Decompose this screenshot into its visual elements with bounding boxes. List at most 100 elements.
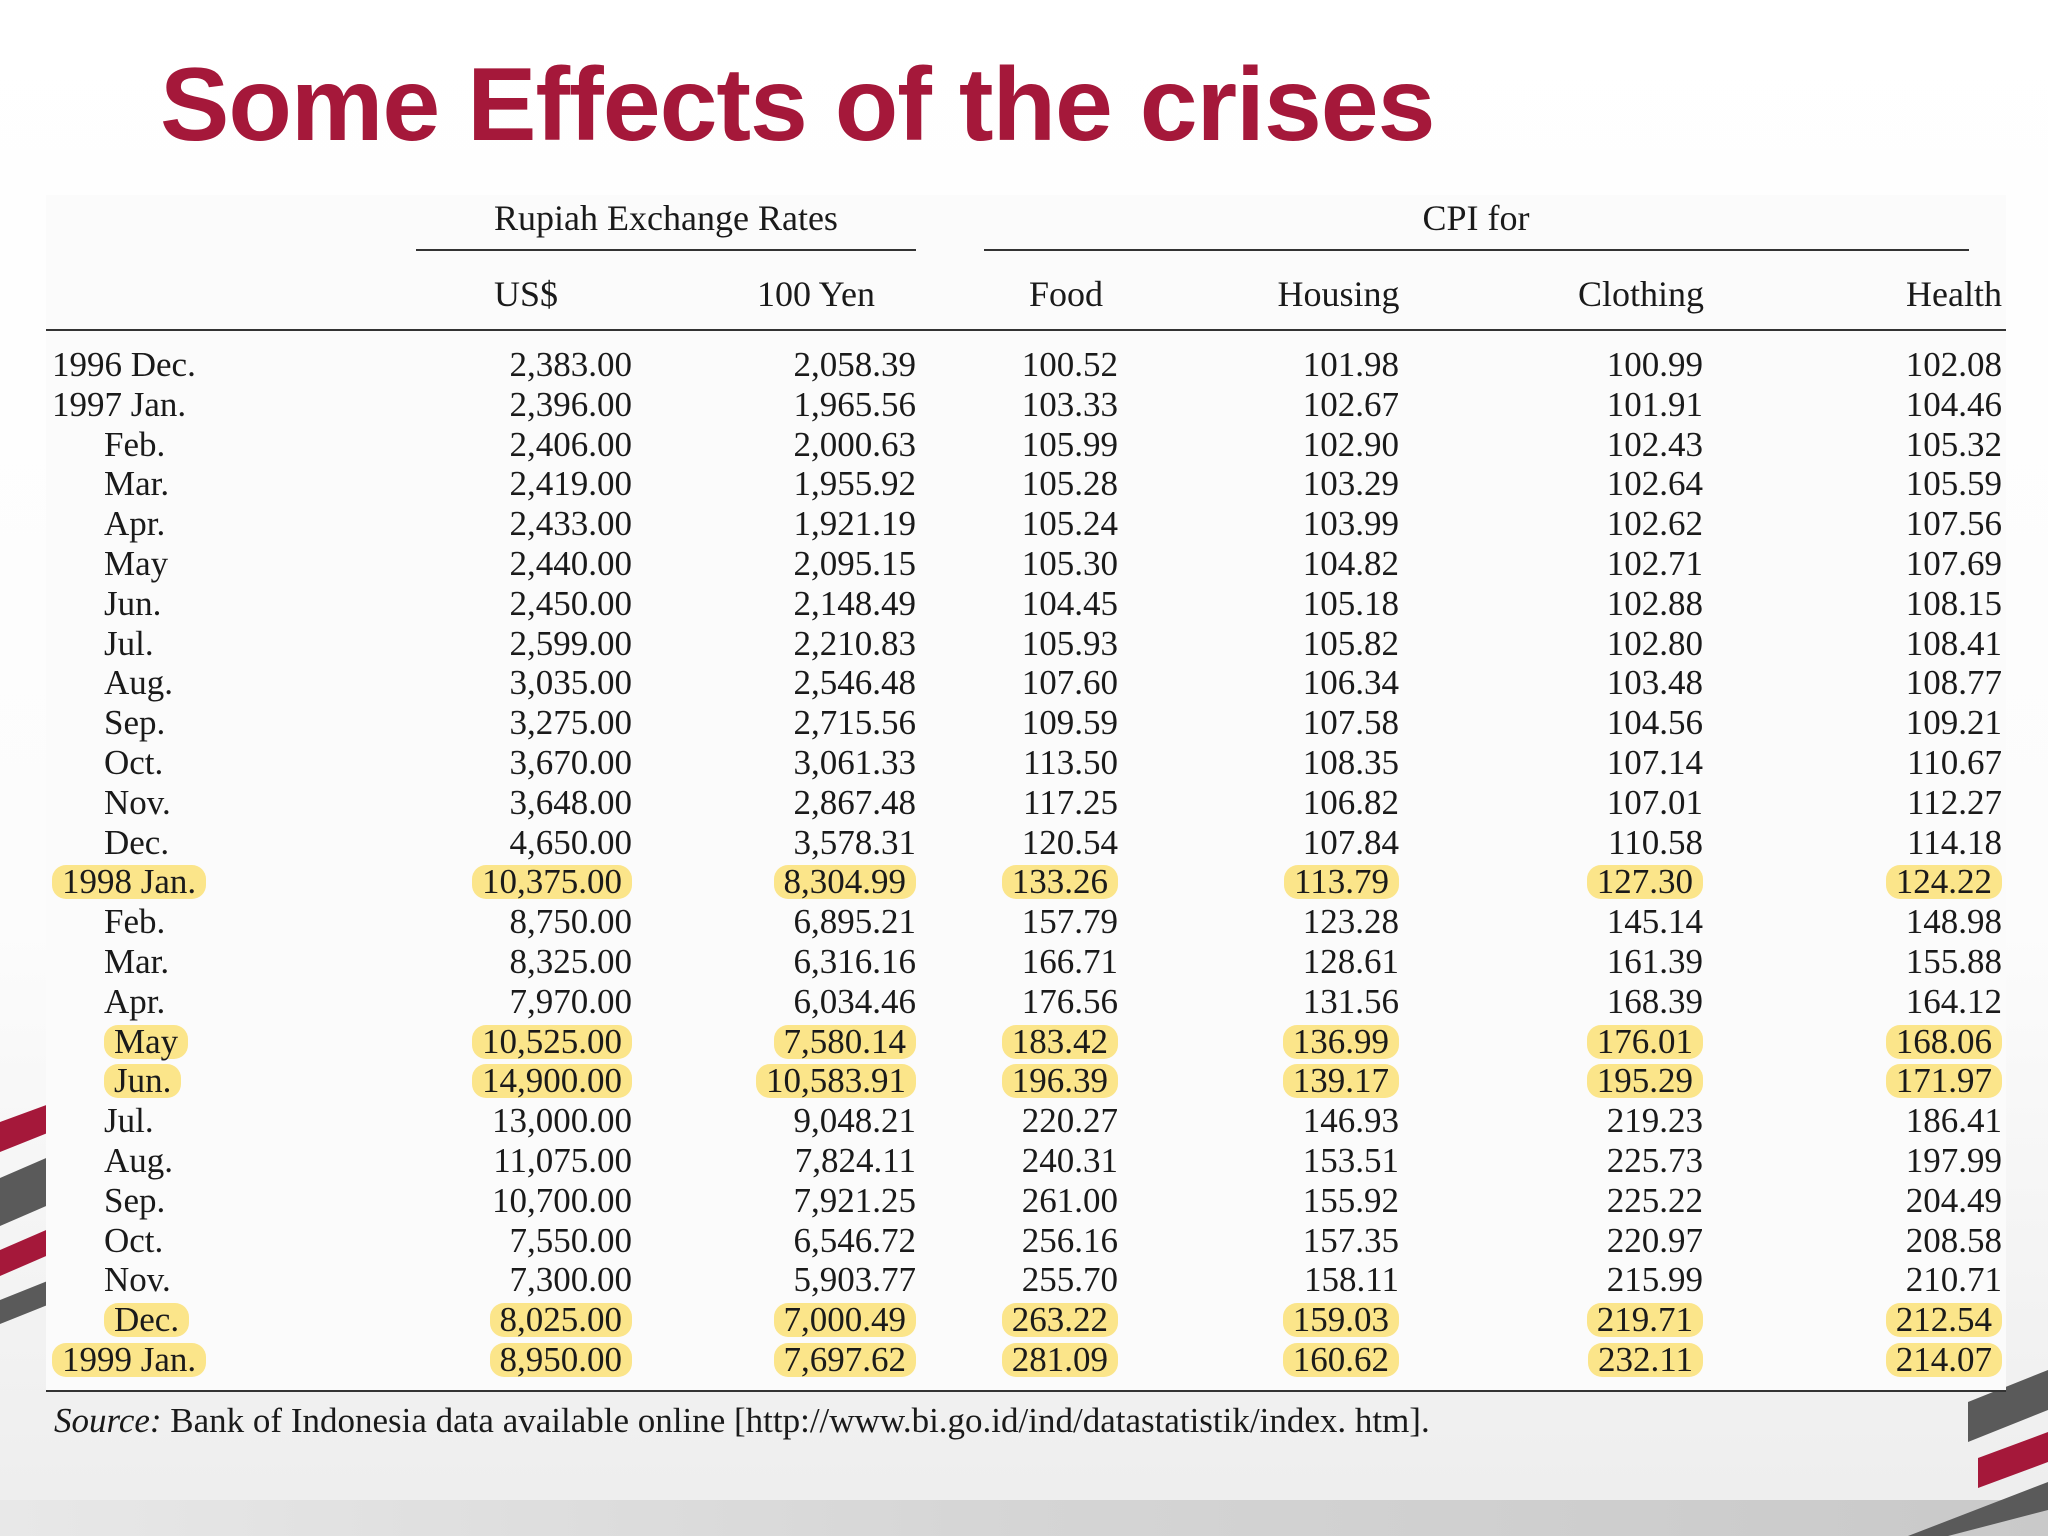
- cell-yen: 7,580.14: [773, 1024, 916, 1059]
- cell-clothing: 104.56: [1606, 703, 1703, 743]
- row-label: Oct.: [104, 1220, 164, 1260]
- cell-clothing: 102.80: [1606, 623, 1703, 663]
- cell-usd: 8,025.00: [489, 1302, 632, 1338]
- cell-usd: 7,550.00: [509, 1220, 633, 1260]
- cell-housing: 113.79: [1284, 864, 1399, 900]
- table-row: 1997 Jan. 2,396.00 1,965.56 103.33 102.67 101…: [46, 385, 2006, 425]
- column-header-food: Food: [936, 259, 1196, 331]
- cell-food: 105.99: [1021, 424, 1118, 464]
- row-label: 1997 Jan.: [52, 384, 187, 424]
- cell-health: 155.88: [1905, 941, 2002, 981]
- cell-clothing: 219.71: [1586, 1302, 1703, 1338]
- cell-health: 124.22: [1885, 864, 2002, 900]
- row-label: Nov.: [104, 1260, 171, 1300]
- source-label: Source:: [54, 1401, 162, 1440]
- cell-clothing: 102.43: [1606, 424, 1703, 464]
- cell-yen: 5,903.77: [793, 1260, 917, 1300]
- cell-health: 110.67: [1907, 742, 2002, 782]
- cell-food: 113.50: [1023, 742, 1118, 782]
- column-header-yen: 100 Yen: [656, 259, 936, 331]
- cell-housing: 136.99: [1282, 1024, 1399, 1059]
- table-row: Dec. 8,025.00 7,000.49 263.22 159.03 219.71 21…: [46, 1300, 2006, 1340]
- row-label: Feb.: [104, 902, 166, 942]
- cell-yen: 3,578.31: [793, 822, 917, 862]
- row-label: Apr.: [104, 981, 166, 1021]
- cell-health: 204.49: [1905, 1180, 2002, 1220]
- cell-usd: 2,440.00: [509, 543, 633, 583]
- row-label: May: [104, 543, 169, 583]
- cell-yen: 2,095.15: [793, 543, 917, 583]
- cell-clothing: 102.71: [1606, 543, 1703, 583]
- cell-usd: 2,433.00: [509, 504, 633, 544]
- cell-housing: 107.58: [1302, 703, 1399, 743]
- cell-food: 105.30: [1021, 543, 1118, 583]
- table-row: Mar. 2,419.00 1,955.92 105.28 103.29 102.64 10…: [46, 464, 2006, 504]
- cell-health: 186.41: [1905, 1101, 2002, 1141]
- row-label: Jun.: [104, 583, 162, 623]
- cell-yen: 9,048.21: [793, 1101, 917, 1141]
- table-row: Apr. 7,970.00 6,034.46 176.56 131.56 168.39 16…: [46, 982, 2006, 1022]
- cell-food: 100.52: [1021, 345, 1118, 384]
- cell-health: 148.98: [1905, 902, 2002, 942]
- cell-clothing: 161.39: [1606, 941, 1703, 981]
- cell-usd: 11,075.00: [493, 1140, 632, 1180]
- table-row: Aug. 3,035.00 2,546.48 107.60 106.34 103.48 10…: [46, 663, 2006, 703]
- cell-food: 105.93: [1021, 623, 1118, 663]
- corner-header: [46, 195, 356, 259]
- group-header-rupiah: Rupiah Exchange Rates: [356, 195, 936, 259]
- cell-usd: 13,000.00: [492, 1101, 632, 1141]
- cell-usd: 3,648.00: [509, 782, 633, 822]
- cell-yen: 7,921.25: [793, 1180, 917, 1220]
- cell-usd: 2,419.00: [509, 464, 633, 504]
- cell-health: 164.12: [1905, 981, 2002, 1021]
- cell-health: 105.59: [1905, 464, 2002, 504]
- row-label: Mar.: [104, 941, 170, 981]
- cell-health: 112.27: [1907, 782, 2002, 822]
- cell-food: 109.59: [1021, 703, 1118, 743]
- row-label: Dec.: [104, 822, 170, 862]
- cell-housing: 153.51: [1302, 1140, 1399, 1180]
- cell-usd: 2,383.00: [509, 345, 633, 384]
- source-text: Bank of Indonesia data available online …: [161, 1401, 1430, 1440]
- cell-usd: 14,900.00: [472, 1063, 632, 1099]
- cell-housing: 155.92: [1302, 1180, 1399, 1220]
- cell-usd: 3,275.00: [509, 703, 633, 743]
- cell-housing: 108.35: [1302, 742, 1399, 782]
- cell-clothing: 195.29: [1586, 1063, 1703, 1099]
- cell-clothing: 102.62: [1606, 504, 1703, 544]
- cell-housing: 105.82: [1302, 623, 1399, 663]
- row-label: Jul.: [104, 1101, 154, 1141]
- row-label: Sep.: [104, 1180, 166, 1220]
- cell-housing: 103.99: [1302, 504, 1399, 544]
- table-row: Apr. 2,433.00 1,921.19 105.24 103.99 102.62 10…: [46, 504, 2006, 544]
- cell-yen: 10,583.91: [756, 1063, 916, 1099]
- cell-yen: 2,000.63: [793, 424, 917, 464]
- cell-yen: 6,034.46: [793, 981, 917, 1021]
- row-label: May: [104, 1024, 189, 1059]
- cell-usd: 2,450.00: [509, 583, 633, 623]
- cell-food: 120.54: [1021, 822, 1118, 862]
- table-row: Feb. 2,406.00 2,000.63 105.99 102.90 102.43 10…: [46, 425, 2006, 465]
- cell-health: 171.97: [1885, 1063, 2002, 1099]
- table-row: Aug. 11,075.00 7,824.11 240.31 153.51 225.73 1…: [46, 1141, 2006, 1181]
- table-row: 1996 Dec. 2,383.00 2,058.39 100.52 101.98 100…: [46, 330, 2006, 385]
- cell-usd: 2,396.00: [509, 384, 633, 424]
- cell-food: 220.27: [1021, 1101, 1118, 1141]
- cell-clothing: 168.39: [1606, 981, 1703, 1021]
- cell-clothing: 145.14: [1606, 902, 1703, 942]
- group-label-rupiah: Rupiah Exchange Rates: [416, 197, 916, 251]
- row-label: Apr.: [104, 504, 166, 544]
- cell-food: 133.26: [1001, 864, 1118, 900]
- column-header-housing: Housing: [1196, 259, 1481, 331]
- cell-clothing: 103.48: [1606, 663, 1703, 703]
- cell-food: 104.45: [1021, 583, 1118, 623]
- cell-housing: 146.93: [1302, 1101, 1399, 1141]
- cell-food: 255.70: [1021, 1260, 1118, 1300]
- cell-yen: 7,824.11: [794, 1140, 916, 1180]
- cell-health: 102.08: [1905, 345, 2002, 384]
- cell-yen: 6,546.72: [793, 1220, 917, 1260]
- cell-food: 240.31: [1021, 1140, 1118, 1180]
- cell-clothing: 102.64: [1606, 464, 1703, 504]
- cell-yen: 1,955.92: [793, 464, 917, 504]
- cell-usd: 4,650.00: [509, 822, 633, 862]
